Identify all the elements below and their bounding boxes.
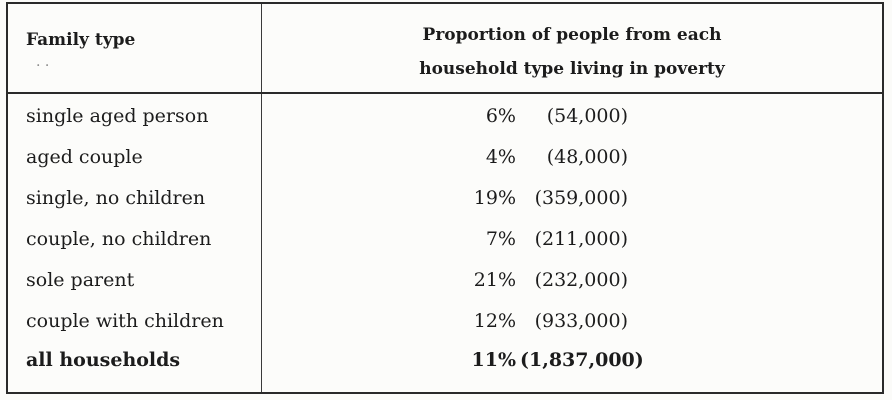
row-percent: 19%	[473, 187, 516, 209]
header-dots: . .	[36, 54, 50, 70]
header-family-type: Family type	[26, 30, 136, 50]
row-label: couple with children	[26, 310, 224, 332]
table-row: couple with children 12% (933,000)	[8, 306, 882, 342]
poverty-table: Family type . . Proportion of people fro…	[6, 2, 884, 394]
row-percent: 12%	[473, 310, 516, 332]
row-label: single, no children	[26, 187, 206, 209]
row-count: (232,000)	[534, 269, 628, 291]
row-percent: 4%	[485, 146, 516, 168]
row-percent: 6%	[485, 105, 516, 127]
table-row: single, no children 19% (359,000)	[8, 183, 882, 219]
row-label: single aged person	[26, 105, 209, 127]
table-row-total: all households 11% (1,837,000)	[8, 345, 882, 381]
row-label: couple, no children	[26, 228, 212, 250]
table-row: couple, no children 7% (211,000)	[8, 224, 882, 260]
row-label: all households	[26, 349, 181, 371]
row-label: sole parent	[26, 269, 135, 291]
row-percent: 11%	[471, 349, 517, 371]
header-divider	[8, 92, 882, 94]
row-label: aged couple	[26, 146, 143, 168]
header-proportion-line1: Proportion of people from each	[422, 25, 722, 45]
row-percent: 7%	[485, 228, 516, 250]
row-count: (359,000)	[534, 187, 628, 209]
table-row: aged couple 4% (48,000)	[8, 142, 882, 178]
column-divider	[261, 4, 262, 392]
table-row: sole parent 21% (232,000)	[8, 265, 882, 301]
header-proportion-line2: household type living in poverty	[419, 59, 725, 79]
row-count: (1,837,000)	[520, 349, 644, 371]
row-percent: 21%	[473, 269, 516, 291]
table-row: single aged person 6% (54,000)	[8, 101, 882, 137]
row-count: (933,000)	[534, 310, 628, 332]
row-count: (211,000)	[534, 228, 628, 250]
row-count: (48,000)	[546, 146, 628, 168]
row-count: (54,000)	[546, 105, 628, 127]
